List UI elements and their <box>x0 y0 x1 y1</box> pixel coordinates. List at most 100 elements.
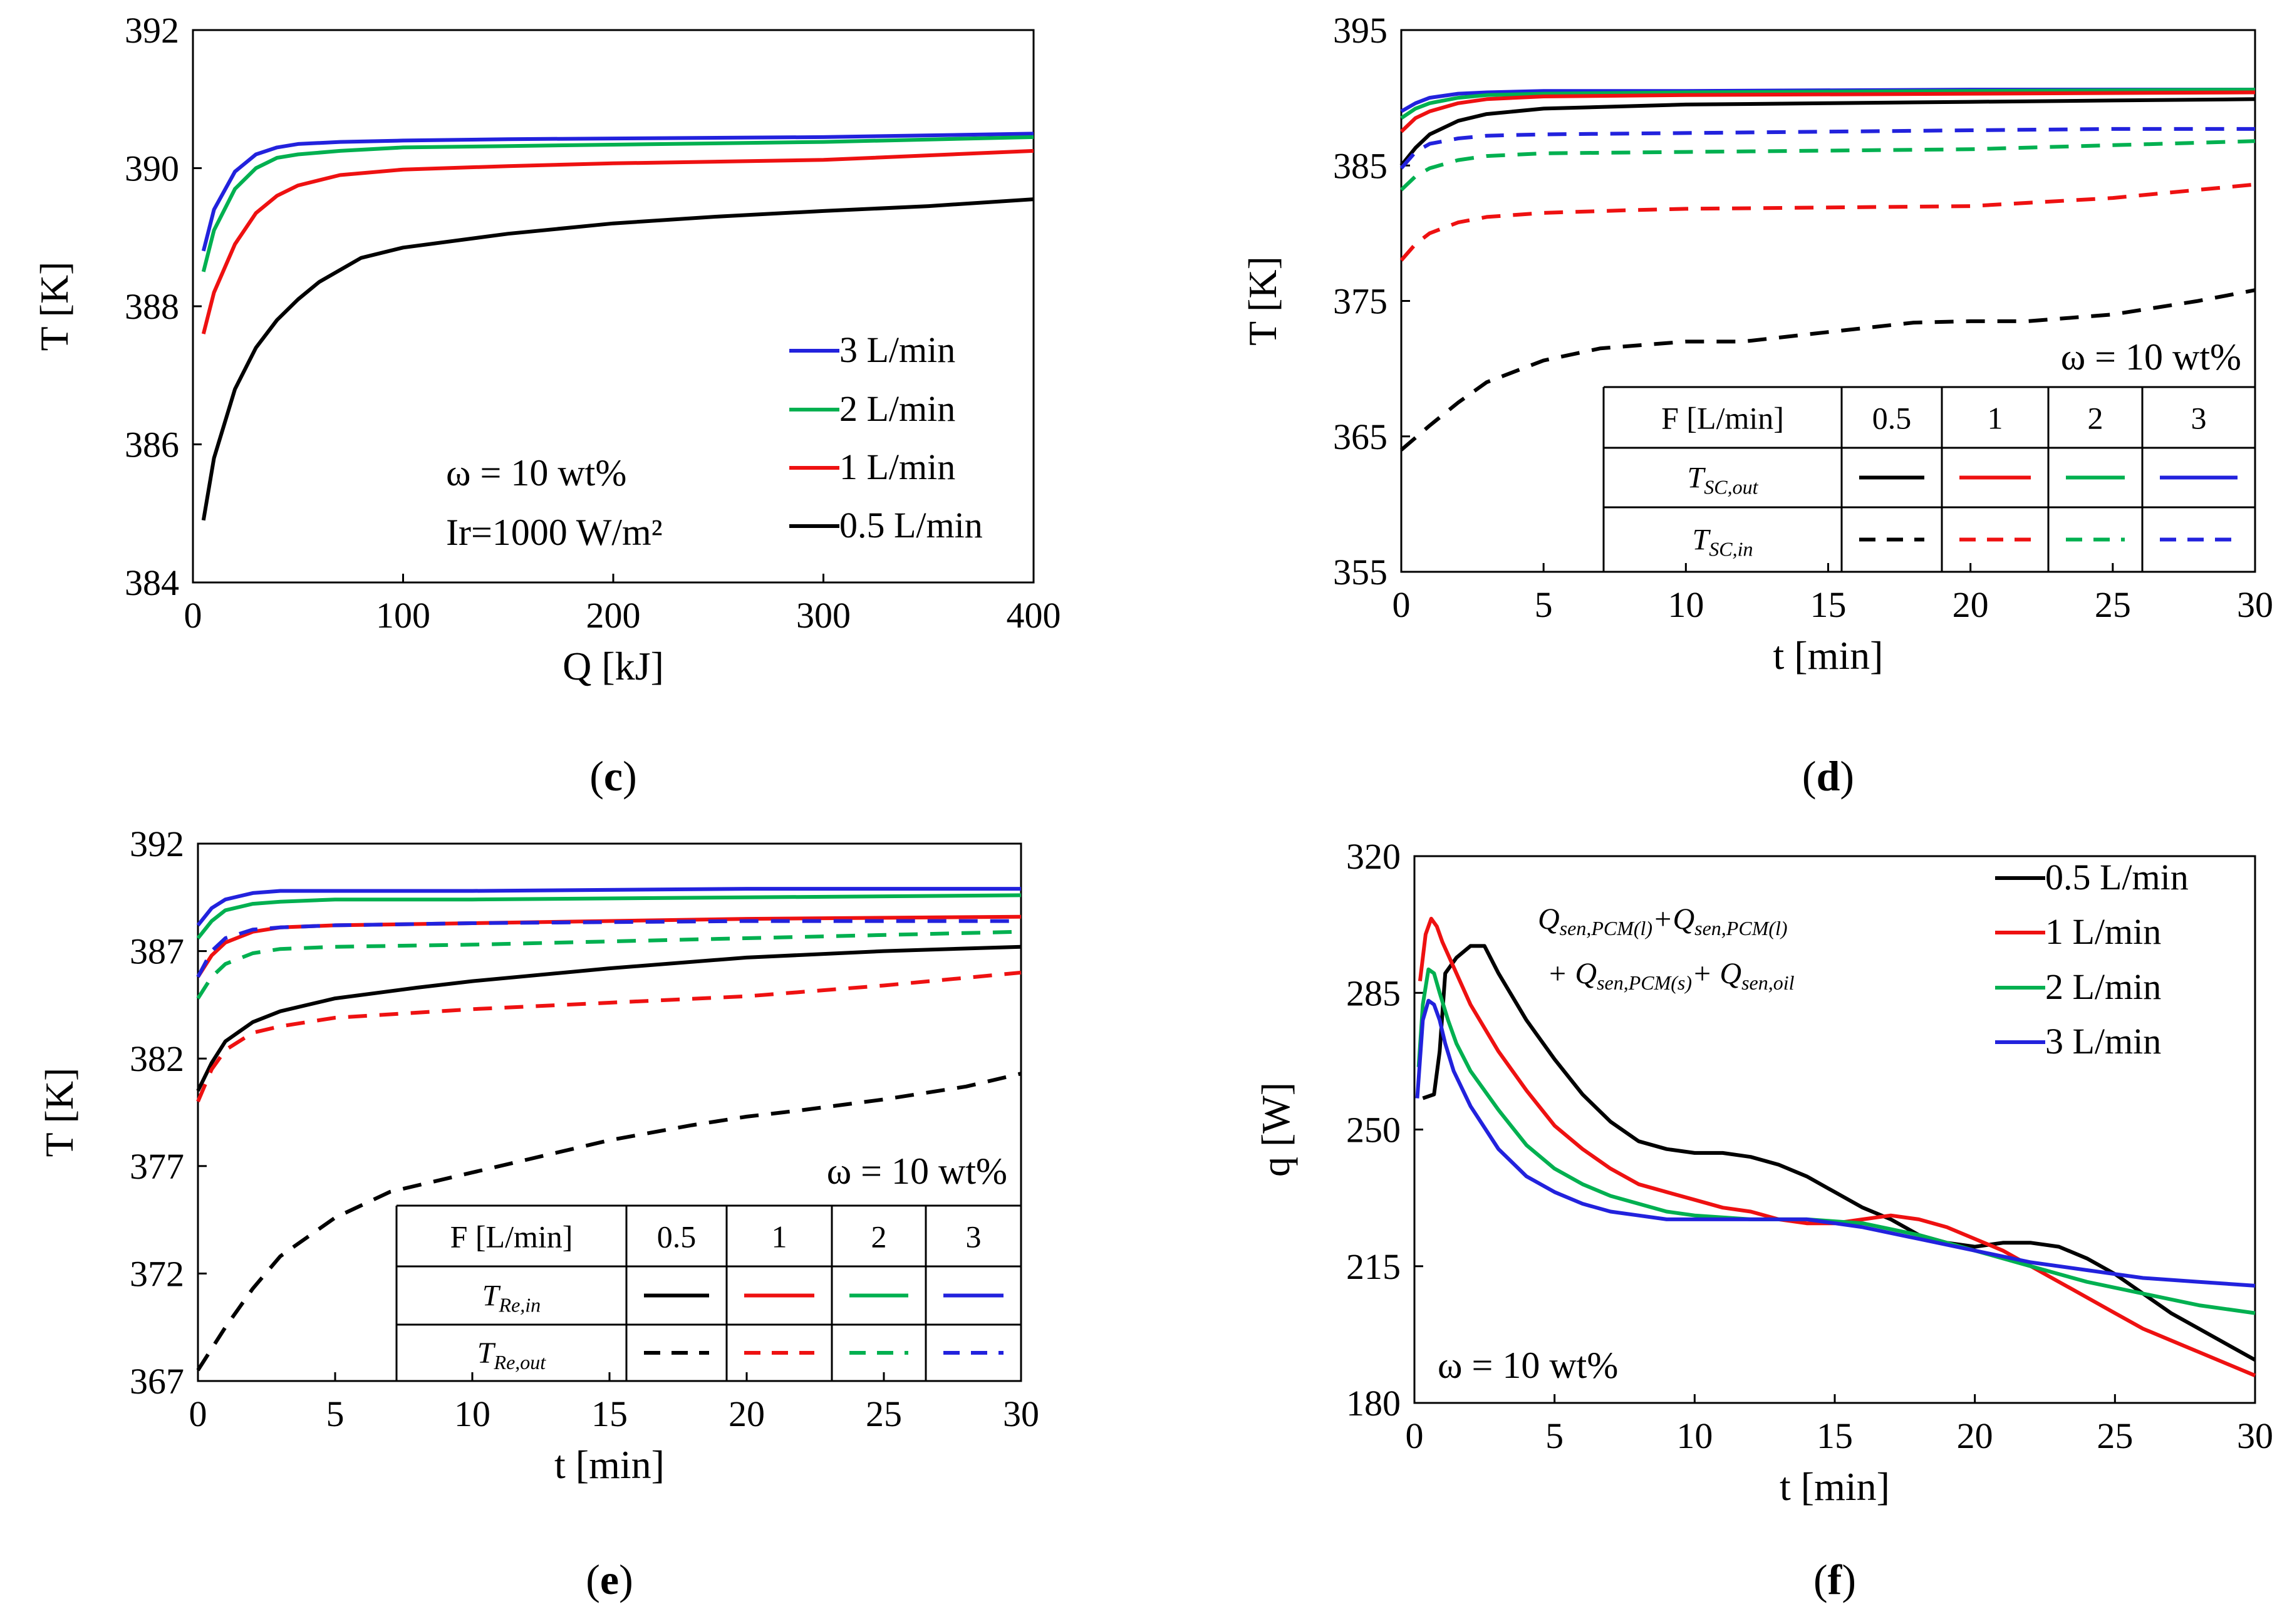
y-axis-title: q [W] <box>1253 1082 1298 1177</box>
legend-label: 1 L/min <box>839 447 955 487</box>
chart-e: 0 5 10 15 20 25 30 367 372 377 382 387 392 t [min] T [… <box>37 824 1039 1603</box>
y-tick-label: 382 <box>130 1038 184 1079</box>
legend-label: 2 L/min <box>2045 966 2161 1007</box>
y-tick-label: 390 <box>125 148 179 189</box>
table-header-cell: 1 <box>772 1219 787 1254</box>
y-axis-title: T [K] <box>1240 256 1285 346</box>
x-tick-label: 0 <box>1393 584 1411 625</box>
text-span: ) <box>619 1556 633 1603</box>
legend-label: 2 L/min <box>839 388 955 429</box>
legend-label: 0.5 L/min <box>2045 857 2189 897</box>
y-tick-label: 385 <box>1333 145 1387 186</box>
series-line-t-sc-out-2 <box>1400 88 2256 120</box>
x-tick-label: 25 <box>2095 584 2131 625</box>
text-span: SC,out <box>1704 476 1758 499</box>
x-tick-label: 30 <box>2237 1415 2273 1456</box>
y-tick-label: 377 <box>130 1146 184 1187</box>
y-tick-label: 367 <box>130 1361 184 1402</box>
series-line-t-re-out-2 <box>196 929 1022 1000</box>
x-axis-title: t [min] <box>1780 1464 1890 1509</box>
y-tick-label: 285 <box>1346 973 1401 1013</box>
series-line-0.5-l-min <box>201 197 1034 521</box>
y-tick-label: 375 <box>1333 281 1387 322</box>
text-span: f <box>1828 1556 1843 1603</box>
legend-label: 3 L/min <box>839 329 955 370</box>
text-span: sen,oil <box>1741 971 1795 994</box>
x-axis-title: t [min] <box>554 1442 665 1487</box>
text-span: ) <box>1842 1556 1856 1603</box>
legend-label: 3 L/min <box>2045 1021 2161 1062</box>
x-tick-label: 20 <box>1957 1415 1993 1456</box>
text-span: SC,in <box>1709 538 1753 561</box>
series-line-t-re-in-3 <box>196 887 1021 927</box>
annotation-irradiance: Ir=1000 W/m² <box>446 512 663 553</box>
series-line-1-l-min <box>201 148 1034 334</box>
series-line-t-re-in-2 <box>196 893 1022 939</box>
series-line-2-l-min <box>201 135 1034 272</box>
legend-label: 1 L/min <box>2045 911 2161 952</box>
table-header-cell: 2 <box>2088 401 2103 436</box>
x-tick-label: 20 <box>729 1394 765 1434</box>
x-tick-label: 15 <box>591 1394 628 1434</box>
series-line-t-sc-in-3 <box>1399 127 2255 170</box>
series-line-3-l-min <box>1415 998 2256 1288</box>
text-span: ) <box>1840 752 1854 800</box>
series-line-0.5-l-min <box>1422 944 2256 1362</box>
annotation-omega: ω = 10 wt% <box>827 1151 1007 1192</box>
text-span: sen,PCM(l) <box>1694 917 1787 939</box>
x-tick-label: 25 <box>866 1394 902 1434</box>
table-header-cell: 0.5 <box>657 1219 697 1254</box>
series-line-t-sc-in-2 <box>1399 139 2256 192</box>
y-tick-label: 386 <box>125 425 179 465</box>
chart-c: 0 100 200 300 400 384 386 388 390 392 Q [kJ] T [K] (… <box>32 10 1061 800</box>
y-tick-label: 320 <box>1346 836 1401 877</box>
text-span: sen,PCM(l) <box>1560 917 1652 939</box>
y-tick-label: 250 <box>1346 1110 1401 1151</box>
table-header-cell: 2 <box>871 1219 887 1254</box>
table-header-cell: F [L/min] <box>1661 401 1784 436</box>
annotation-omega: ω = 10 wt% <box>1438 1345 1618 1386</box>
legend-label: 0.5 L/min <box>839 505 983 546</box>
text-span: ( <box>1813 1556 1828 1603</box>
annotation-omega: ω = 10 wt% <box>2061 336 2241 378</box>
series-line-t-re-out-3 <box>196 919 1021 978</box>
series-line-2-l-min <box>1416 967 2256 1315</box>
text-span: c <box>604 752 623 800</box>
table-header-cell: 1 <box>1988 401 2003 436</box>
y-tick-label: 392 <box>130 824 184 864</box>
table-header-cell: F [L/min] <box>450 1219 573 1254</box>
y-axis-title: T [K] <box>32 262 76 351</box>
y-tick-label: 215 <box>1346 1246 1401 1287</box>
series-line-t-re-out-1 <box>196 970 1022 1102</box>
x-tick-label: 10 <box>1676 1415 1713 1456</box>
y-tick-label: 387 <box>130 931 184 972</box>
text-span: sen,PCM(s) <box>1597 971 1692 994</box>
x-tick-label: 100 <box>376 595 430 636</box>
text-span: ( <box>1802 752 1817 800</box>
series-line-t-sc-out-1 <box>1399 90 2256 133</box>
text-span: +Q <box>1652 903 1694 936</box>
chart-f: 0 5 10 15 20 25 30 180 215 250 285 320 t [min] q [W] (… <box>1253 836 2273 1603</box>
y-tick-label: 388 <box>125 286 179 327</box>
text-span: T <box>1688 462 1706 495</box>
text-span: Re,in <box>499 1294 541 1316</box>
text-span: T <box>482 1280 501 1313</box>
text-span: ( <box>586 1556 600 1603</box>
text-span: T <box>477 1337 496 1370</box>
x-axis-title: t [min] <box>1773 633 1884 678</box>
x-axis-title: Q [kJ] <box>563 644 664 688</box>
table-row-label: TSC,out <box>1688 462 1759 499</box>
x-tick-label: 0 <box>189 1394 207 1434</box>
x-tick-label: 300 <box>796 595 851 636</box>
x-tick-label: 25 <box>2097 1415 2133 1456</box>
panel-caption: (c) <box>589 752 637 800</box>
text-span: ) <box>623 752 637 800</box>
series-line-t-re-out-0.5 <box>196 1072 1022 1372</box>
x-tick-label: 30 <box>2237 584 2273 625</box>
text-span: ( <box>589 752 604 800</box>
panel-caption: (f) <box>1813 1556 1856 1603</box>
x-tick-label: 15 <box>1810 584 1847 625</box>
series-line-t-sc-in-1 <box>1399 182 2256 262</box>
